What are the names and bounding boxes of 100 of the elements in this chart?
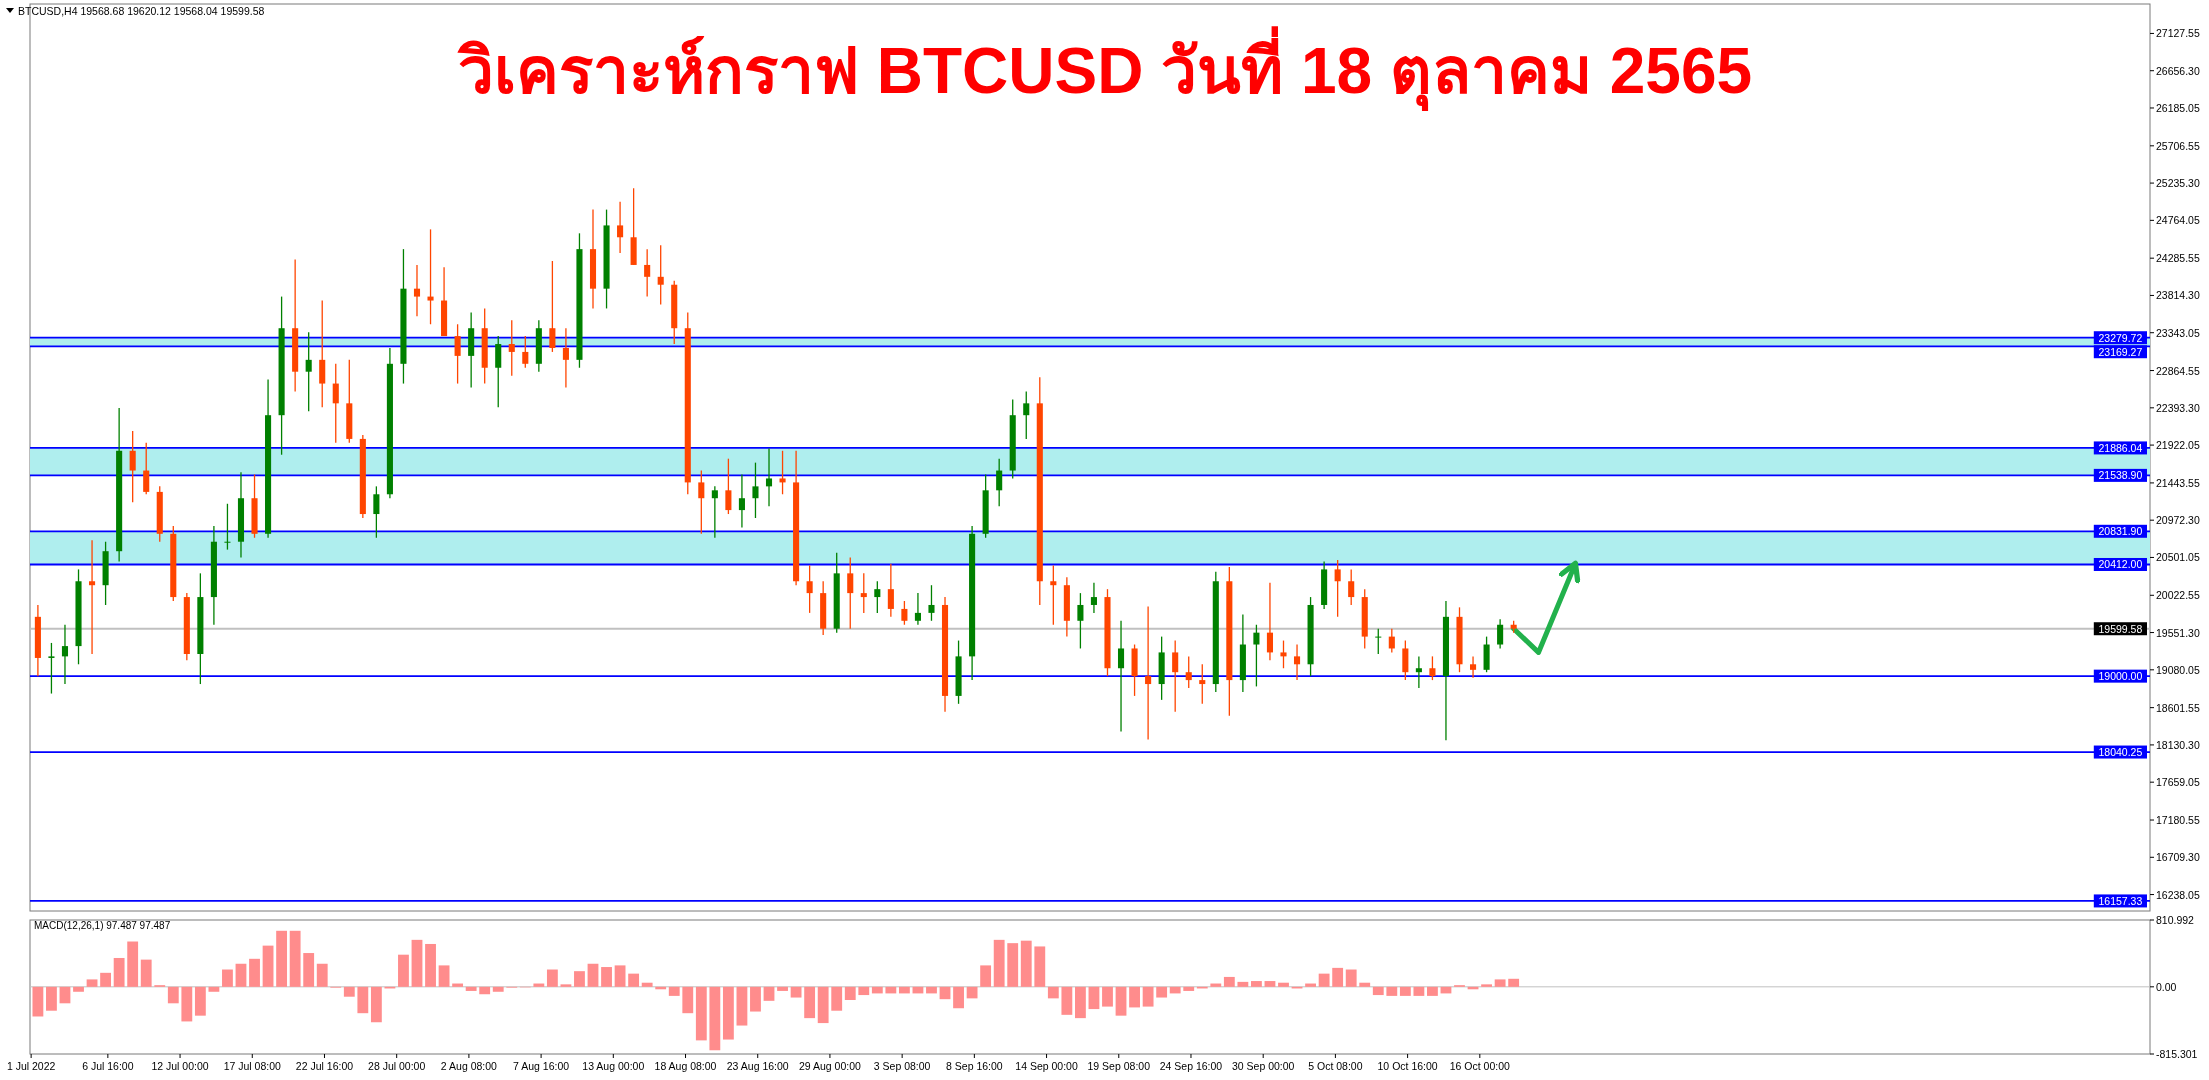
y-tick-label: 20972.30 — [2156, 514, 2200, 527]
ref-line-label: 21886.04 — [2098, 441, 2143, 454]
candlestick — [1375, 628, 1382, 655]
bar — [1061, 986, 1073, 1015]
bar — [763, 986, 775, 1001]
y-tick-label: 16238.05 — [2156, 888, 2200, 901]
bar — [249, 958, 260, 987]
bar — [804, 986, 816, 1019]
x-tick-label: 1 Jul 2022 — [6, 1060, 56, 1072]
bar — [885, 986, 897, 994]
x-tick-label: 22 Jul 16:00 — [295, 1060, 354, 1072]
candlestick — [1334, 559, 1341, 618]
x-tick-label: 13 Aug 00:00 — [582, 1060, 645, 1072]
y-tick-label: 21922.05 — [2156, 439, 2200, 452]
x-tick-label: 8 Sep 16:00 — [946, 1060, 1003, 1072]
candlestick — [657, 244, 664, 306]
bar — [276, 930, 288, 987]
candlestick — [1090, 582, 1097, 614]
x-tick-label: 16 Oct 00:00 — [1449, 1060, 1511, 1072]
candlestick — [1293, 643, 1301, 681]
x-tick-label: 2 Aug 08:00 — [440, 1060, 498, 1072]
bar — [1102, 986, 1113, 1007]
bar — [993, 939, 1005, 987]
bar — [86, 979, 98, 987]
bar — [222, 969, 233, 987]
candlestick — [305, 331, 312, 412]
y-tick-label: 20022.55 — [2156, 589, 2200, 602]
bar — [411, 939, 423, 987]
bar — [127, 941, 139, 987]
x-tick-label: 23 Aug 16:00 — [726, 1060, 789, 1072]
y-tick-label: 22393.30 — [2156, 401, 2200, 414]
candlestick — [1348, 568, 1355, 606]
y-tick-label: 18130.30 — [2156, 738, 2200, 751]
candlestick — [901, 600, 908, 626]
bar — [140, 959, 152, 987]
bar — [1115, 986, 1127, 1016]
candlestick — [644, 248, 651, 298]
candlestick — [711, 485, 718, 539]
y-tick-label: 23343.05 — [2156, 326, 2200, 339]
bar — [1481, 984, 1492, 987]
bar — [777, 986, 788, 991]
bar — [628, 973, 640, 987]
candlestick — [454, 323, 461, 385]
text: วิเคราะห์กราฟ BTCUSD วันที่ 18 ตุลาคม 2565 — [456, 26, 1753, 111]
chart-title: MACD(12,26,1) 97.487 97.487 — [34, 920, 171, 931]
bar — [73, 986, 84, 992]
candlestick — [522, 335, 529, 369]
bar — [560, 984, 572, 987]
bar — [452, 983, 464, 987]
bar — [546, 969, 558, 987]
ref-line-label: 18040.25 — [2098, 746, 2143, 759]
bar — [1359, 982, 1371, 987]
candlestick — [738, 473, 745, 529]
bar — [614, 965, 626, 987]
x-tick-label: 17 Jul 08:00 — [223, 1060, 282, 1072]
bar — [194, 986, 206, 1016]
candlestick — [413, 264, 421, 317]
candlestick — [887, 563, 894, 618]
candlestick — [495, 335, 502, 408]
candlestick — [549, 260, 556, 353]
bar — [1088, 986, 1100, 1010]
bar — [1074, 986, 1086, 1019]
bar — [831, 986, 843, 1011]
bar — [167, 986, 179, 1004]
ref-line-label: 21538.90 — [2098, 469, 2143, 482]
candlestick — [765, 447, 773, 507]
bar — [533, 983, 545, 987]
candlestick — [1266, 582, 1273, 661]
bar — [1278, 982, 1289, 987]
ref-line-label: 16157.33 — [2098, 894, 2143, 907]
bar — [262, 945, 274, 987]
y-tick-label: 19551.30 — [2156, 626, 2200, 639]
y-tick-label: -815.301 — [2156, 1048, 2198, 1060]
x-tick-label: 18 Aug 08:00 — [654, 1060, 717, 1072]
y-tick-label: 24764.05 — [2156, 214, 2200, 227]
bar — [1142, 986, 1154, 1007]
candlestick — [1280, 639, 1287, 669]
bar — [926, 986, 937, 994]
candlestick — [129, 430, 136, 503]
bar — [113, 957, 125, 987]
bar — [1386, 986, 1398, 996]
candlestick — [61, 624, 69, 685]
candlestick — [89, 539, 96, 655]
y-tick-label: 23814.30 — [2156, 289, 2200, 302]
candlestick — [1388, 628, 1395, 654]
bar — [1413, 986, 1425, 996]
bar — [1508, 978, 1520, 987]
candlestick — [725, 458, 732, 515]
y-tick-label: 25235.30 — [2156, 177, 2200, 190]
y-tick-label: 22864.55 — [2156, 364, 2200, 377]
candlestick — [373, 485, 380, 539]
bar — [100, 972, 112, 987]
y-tick-label: 20501.05 — [2156, 551, 2200, 564]
x-tick-label: 24 Sep 16:00 — [1159, 1060, 1223, 1072]
candlestick — [332, 363, 339, 444]
candlestick — [1145, 605, 1152, 741]
bar — [939, 986, 951, 1000]
candlestick — [1077, 592, 1084, 650]
x-tick-label: 29 Aug 00:00 — [798, 1060, 862, 1072]
candlestick — [1172, 639, 1179, 713]
